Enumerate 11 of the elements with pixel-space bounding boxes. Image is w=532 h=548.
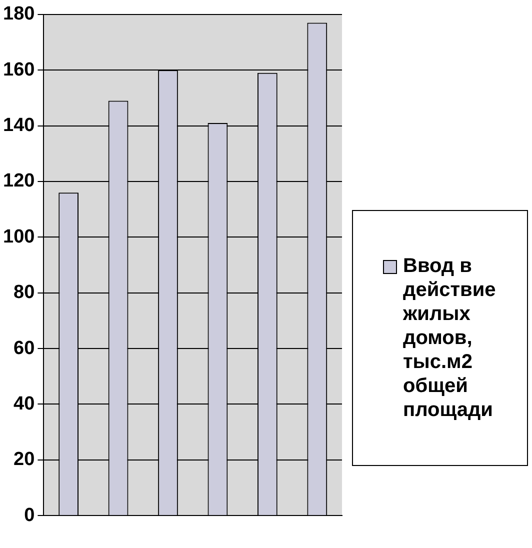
y-tick-label: 60: [14, 338, 35, 359]
y-tick-label: 40: [14, 393, 35, 414]
y-tick-label: 140: [3, 115, 35, 136]
y-tick-label: 180: [3, 4, 35, 25]
y-tick-label: 160: [3, 59, 35, 80]
y-tick-label: 80: [14, 282, 35, 304]
y-tick-label: 20: [14, 449, 35, 470]
y-tick-label: 120: [3, 170, 35, 192]
y-tick-label: 0: [24, 504, 35, 526]
y-tick-label: 100: [3, 226, 35, 248]
text: Ввод в действие жилых домов, тыс.м2 общей площади: [403, 254, 497, 422]
